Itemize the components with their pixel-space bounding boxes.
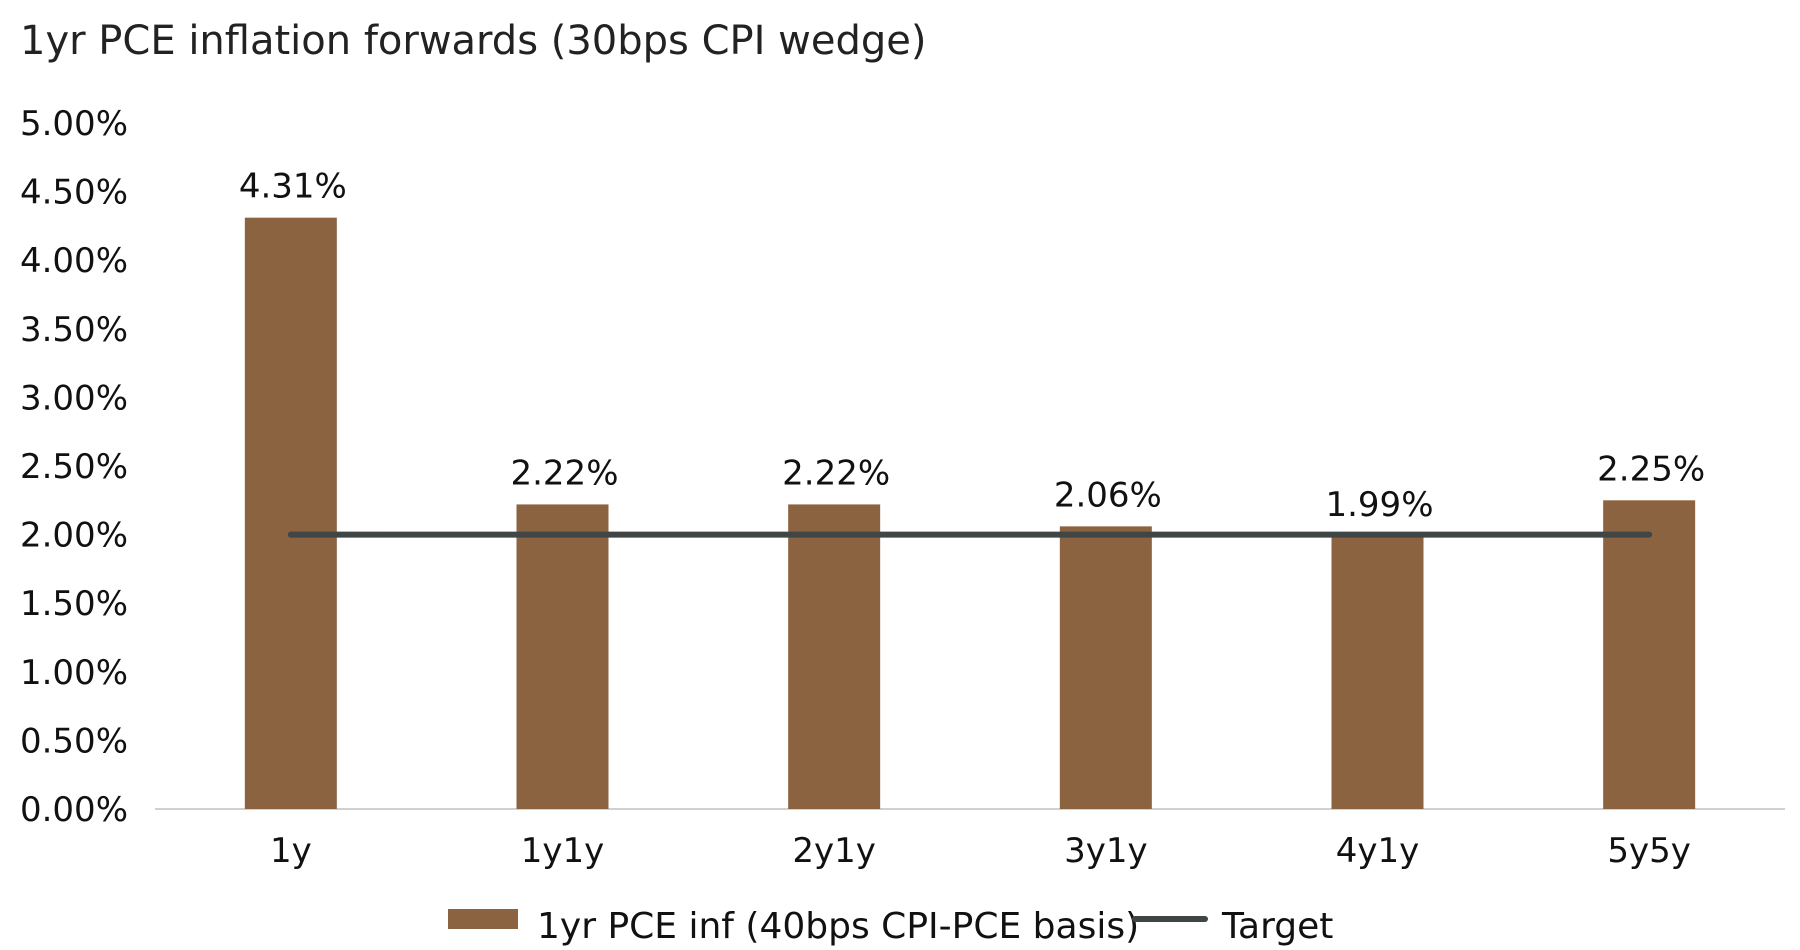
x-tick-label: 2y1y [792, 831, 876, 871]
x-tick-label: 3y1y [1064, 831, 1148, 871]
y-tick-label: 1.00% [20, 653, 128, 693]
bar [244, 217, 337, 810]
data-label: 2.22% [782, 453, 890, 493]
y-tick-label: 4.00% [20, 241, 128, 281]
data-label: 4.31% [239, 167, 347, 207]
bar [1603, 500, 1696, 809]
legend-swatch-bar [448, 909, 518, 929]
y-tick-label: 0.00% [20, 790, 128, 830]
x-tick-label: 1y1y [521, 831, 605, 871]
y-tick-label: 1.50% [20, 584, 128, 624]
y-tick-label: 2.00% [20, 516, 128, 556]
legend-label-bar: 1yr PCE inf (40bps CPI-PCE basis) [537, 906, 1139, 947]
bar [516, 504, 609, 809]
y-tick-label: 3.00% [20, 378, 128, 418]
x-tick-label: 1y [270, 831, 312, 871]
data-label: 2.25% [1597, 449, 1705, 489]
legend-label-target: Target [1221, 906, 1333, 947]
data-label: 2.22% [510, 453, 618, 493]
y-tick-label: 3.50% [20, 310, 128, 350]
y-tick-label: 2.50% [20, 447, 128, 487]
chart-title: 1yr PCE inflation forwards (30bps CPI we… [20, 18, 927, 64]
y-tick-label: 4.50% [20, 173, 128, 213]
y-tick-label: 0.50% [20, 721, 128, 761]
data-label: 1.99% [1325, 485, 1433, 525]
x-tick-label: 4y1y [1336, 831, 1420, 871]
x-tick-label: 5y5y [1607, 831, 1691, 871]
data-label: 2.06% [1054, 475, 1162, 515]
bar [1059, 526, 1152, 809]
bar [1331, 535, 1424, 809]
bar [788, 504, 881, 809]
y-tick-label: 5.00% [20, 104, 128, 144]
